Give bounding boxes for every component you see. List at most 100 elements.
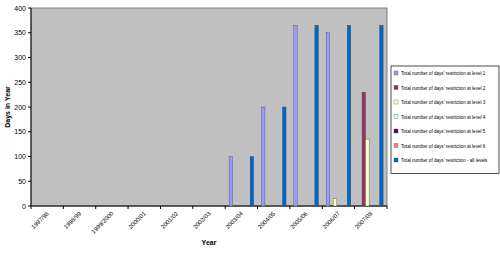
x-tick-label: 2003/04 [224, 210, 244, 230]
x-tick-label: 1997/98 [30, 210, 50, 230]
bar [164, 206, 168, 207]
x-tick-label: 2006/07 [322, 210, 342, 230]
x-tick-label: 2004/05 [257, 210, 277, 230]
y-tick-label: 150 [14, 128, 26, 135]
y-tick [28, 82, 31, 83]
bar [268, 206, 272, 207]
bar [311, 206, 315, 207]
legend-swatch [394, 100, 398, 104]
y-tick [28, 131, 31, 132]
legend-box [391, 66, 499, 174]
bar [218, 206, 222, 207]
chart: 0501001502002503003504001997/981998/9919… [0, 0, 500, 256]
bar [71, 206, 75, 207]
y-tick-label: 100 [14, 153, 26, 160]
bar [153, 206, 157, 207]
bar [171, 206, 175, 207]
bar [240, 206, 244, 207]
x-tick [95, 206, 96, 209]
bar [294, 25, 298, 206]
bar [330, 206, 334, 207]
bar [376, 206, 380, 207]
legend-swatch [394, 129, 398, 133]
x-tick-label: 2005/06 [289, 210, 309, 230]
x-tick-label: 2007/08 [354, 210, 374, 230]
bar [197, 206, 201, 207]
x-tick [192, 206, 193, 209]
bar [100, 206, 104, 207]
y-tick-label: 50 [18, 178, 26, 185]
x-tick [257, 206, 258, 209]
x-tick [160, 206, 161, 209]
bar [275, 206, 279, 207]
bar [243, 206, 247, 207]
bar [207, 206, 211, 207]
bar [168, 206, 172, 207]
bar [301, 206, 305, 207]
bar [135, 206, 139, 207]
bar [333, 199, 337, 206]
bar [88, 206, 92, 207]
bar [85, 206, 89, 207]
x-tick [354, 206, 355, 209]
x-tick-label: 2002/03 [192, 210, 212, 230]
y-tick [28, 8, 31, 9]
bar [373, 206, 377, 207]
bar [214, 206, 218, 207]
bar [359, 206, 363, 207]
bar [297, 206, 301, 207]
y-tick-label: 400 [14, 5, 26, 12]
x-tick [31, 206, 32, 209]
bar [211, 206, 215, 207]
legend-label: Total number of days' restriction at lev… [401, 144, 486, 149]
bar [200, 206, 204, 207]
bar [49, 206, 53, 207]
bars [229, 25, 383, 206]
y-axis-title: Days in Year [4, 86, 12, 128]
bar [146, 206, 150, 207]
x-tick-label: 1999/2000 [90, 210, 115, 235]
bar [272, 206, 276, 207]
legend-swatch [394, 115, 398, 119]
bar [132, 206, 136, 207]
bar [182, 206, 186, 207]
bar [250, 157, 254, 207]
legend-label: Total number of days' restriction at lev… [401, 100, 486, 105]
x-tick [225, 206, 226, 209]
x-tick-label: 2001/02 [160, 210, 180, 230]
bar [247, 206, 251, 207]
bar [81, 206, 85, 207]
x-tick [128, 206, 129, 209]
legend-label: Total number of days' restriction at lev… [401, 86, 486, 91]
legend-label: Total number of days' restriction - all … [401, 158, 488, 163]
bar [103, 206, 107, 207]
legend-label: Total number of days' restriction at lev… [401, 71, 486, 76]
bar [344, 206, 348, 207]
legend-swatch [394, 144, 398, 148]
bar [38, 206, 42, 207]
bar [369, 206, 373, 207]
bar [139, 206, 143, 207]
bar [366, 139, 370, 206]
bar [121, 206, 125, 207]
x-tick [322, 206, 323, 209]
bar [117, 206, 121, 207]
bar [279, 206, 283, 207]
legend-swatch [394, 158, 398, 162]
y-tick [28, 156, 31, 157]
bar [308, 206, 312, 207]
bar [52, 206, 56, 207]
y-tick [28, 57, 31, 58]
bar [178, 206, 182, 207]
bar [45, 206, 49, 207]
y-tick-label: 350 [14, 29, 26, 36]
bar [114, 206, 118, 207]
bar [304, 206, 308, 207]
bar [107, 206, 111, 207]
y-tick [28, 181, 31, 182]
background [0, 0, 500, 256]
bar [56, 206, 60, 207]
y-tick-label: 200 [14, 104, 26, 111]
bar [347, 25, 351, 206]
bar [42, 206, 46, 207]
